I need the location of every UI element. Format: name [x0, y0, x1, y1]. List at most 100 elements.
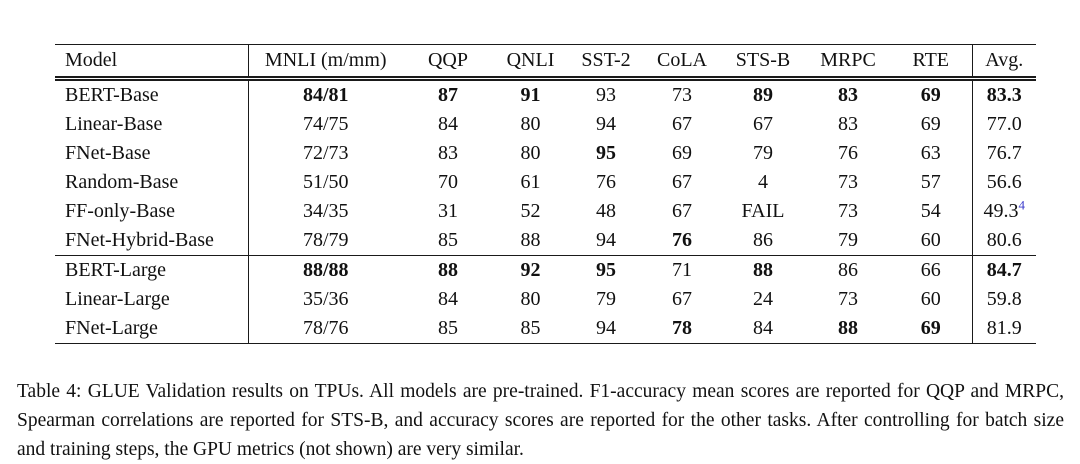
value-cell: 48 — [596, 200, 616, 222]
table-row: FNet-Large 78/76 85 85 94 78 84 88 69 81.9 — [55, 314, 1036, 344]
value-cell: 74/75 — [302, 113, 349, 135]
value-cell: 67 — [672, 113, 692, 135]
footnote-ref: 4 — [1018, 197, 1026, 213]
table-caption: Table 4: GLUE Validation results on TPUs… — [17, 380, 1064, 460]
header-cell: CoLA — [657, 49, 707, 71]
value-cell: 4 — [758, 171, 768, 193]
value-cell: 88 — [438, 259, 458, 281]
header-cell: SST-2 — [581, 49, 631, 71]
value-cell: 94 — [596, 113, 616, 135]
model-cell: FNet-Hybrid-Base — [55, 226, 249, 256]
model-cell: Random-Base — [55, 168, 249, 197]
value-cell: 76 — [644, 226, 720, 256]
value-cell: 49.34 — [971, 197, 1036, 226]
value-cell: 84 — [438, 288, 458, 310]
value-cell: 80 — [520, 288, 541, 310]
value-cell: 79 — [753, 142, 773, 164]
value-cell: 70 — [438, 171, 458, 193]
value-cell: 60 — [890, 226, 972, 256]
value-cell: 95 — [596, 142, 616, 164]
value-cell: 72/73 — [302, 142, 349, 164]
value-cell: 67 — [672, 200, 692, 222]
model-cell: FF-only-Base — [55, 197, 249, 226]
results-table-container: Model MNLI (m/mm) QQP QNLI SST-2 CoLA STS-B MRP… — [55, 44, 1036, 344]
value-cell: 73 — [838, 288, 858, 310]
header-cell: RTE — [912, 49, 950, 71]
value-cell: 81.9 — [971, 314, 1036, 344]
value-cell: 69 — [920, 113, 941, 135]
value-cell: 83 — [838, 84, 858, 106]
value-cell: 61 — [520, 171, 541, 193]
value-cell: 71 — [672, 259, 692, 281]
value-cell: 67 — [672, 288, 692, 310]
results-table: Model MNLI (m/mm) QQP QNLI SST-2 CoLA STS-B MRP… — [55, 44, 1036, 344]
value-cell: 67 — [753, 113, 773, 135]
value-cell: 76 — [596, 171, 616, 193]
value-cell: 52 — [520, 200, 541, 222]
value-cell: 69 — [672, 142, 692, 164]
value-cell: 54 — [920, 200, 941, 222]
value-cell: 83.3 — [971, 78, 1036, 110]
header-row: Model MNLI (m/mm) QQP QNLI SST-2 CoLA STS-B MRP… — [55, 44, 1036, 79]
value-cell: 84 — [438, 113, 458, 135]
value-cell: 86 — [838, 259, 858, 281]
value-cell: 73 — [838, 200, 858, 222]
table-row: Random-Base 51/50 70 61 76 67 4 73 57 56.6 — [55, 168, 1036, 197]
value-cell: 93 — [596, 84, 616, 106]
value-cell: 76 — [838, 142, 858, 164]
value-cell: 80 — [520, 142, 541, 164]
model-cell: FNet-Base — [55, 139, 249, 168]
value-cell: 79 — [596, 288, 616, 310]
value-cell: 73 — [838, 171, 858, 193]
value-cell: 88 — [753, 259, 773, 281]
value-cell: 78/76 — [248, 314, 403, 344]
value-cell: 89 — [753, 84, 773, 106]
model-cell: BERT-Base — [55, 78, 249, 110]
table-row: FNet-Base 72/73 83 80 95 69 79 76 63 76.7 — [55, 139, 1036, 168]
value-cell: 84.7 — [971, 255, 1036, 285]
value-cell: 51/50 — [302, 171, 349, 193]
value-cell: 57 — [920, 171, 941, 193]
value-cell: 66 — [920, 259, 941, 281]
table-row: BERT-Base 84/81 87 91 93 73 89 83 69 83.3 — [55, 78, 1036, 110]
value-cell: 83 — [438, 142, 458, 164]
table-row: Linear-Large 35/36 84 80 79 67 24 73 60 59.8 — [55, 285, 1036, 314]
table-body: BERT-Base 84/81 87 91 93 73 89 83 69 83.3 Linear-B… — [55, 78, 1036, 344]
value-cell: 78/79 — [248, 226, 403, 256]
value-cell: 91 — [520, 84, 541, 106]
value-cell: 24 — [753, 288, 773, 310]
value-cell: FAIL — [741, 200, 785, 222]
value-cell: 67 — [672, 171, 692, 193]
value-cell: 59.8 — [971, 285, 1036, 314]
value-cell: 86 — [720, 226, 806, 256]
value-cell: 83 — [838, 113, 858, 135]
value-cell: 69 — [920, 84, 941, 106]
value-cell: 94 — [568, 226, 644, 256]
value-cell: 77.0 — [971, 110, 1036, 139]
header-cell: Avg. — [971, 44, 1036, 79]
header-cell: QNLI — [506, 49, 555, 71]
value-cell: 79 — [806, 226, 890, 256]
table-row: FF-only-Base 34/35 31 52 48 67 FAIL 73 54 49.34 — [55, 197, 1036, 226]
value-cell: 34/35 — [302, 200, 349, 222]
value-cell: 78 — [644, 314, 720, 344]
value-cell: 94 — [568, 314, 644, 344]
table-row: BERT-Large 88/88 88 92 95 71 88 86 66 84.7 — [55, 255, 1036, 285]
table-header: Model MNLI (m/mm) QQP QNLI SST-2 CoLA STS-B MRP… — [55, 44, 1036, 79]
value-cell: 63 — [920, 142, 941, 164]
value-cell: 84 — [720, 314, 806, 344]
value-cell: 80 — [520, 113, 541, 135]
value-cell: 88 — [493, 226, 568, 256]
header-cell: QQP — [427, 49, 468, 71]
value-cell: 85 — [403, 226, 493, 256]
value-cell: 88/88 — [302, 259, 349, 281]
value-cell: 80.6 — [971, 226, 1036, 256]
header-cell: MNLI (m/mm) — [264, 49, 387, 71]
value-cell: 84/81 — [302, 84, 349, 106]
header-cell: Model — [55, 44, 249, 79]
value-cell: 76.7 — [971, 139, 1036, 168]
model-cell: Linear-Large — [55, 285, 249, 314]
header-cell: MRPC — [820, 49, 876, 71]
table-row: Linear-Base 74/75 84 80 94 67 67 83 69 77.0 — [55, 110, 1036, 139]
value-cell: 85 — [493, 314, 568, 344]
